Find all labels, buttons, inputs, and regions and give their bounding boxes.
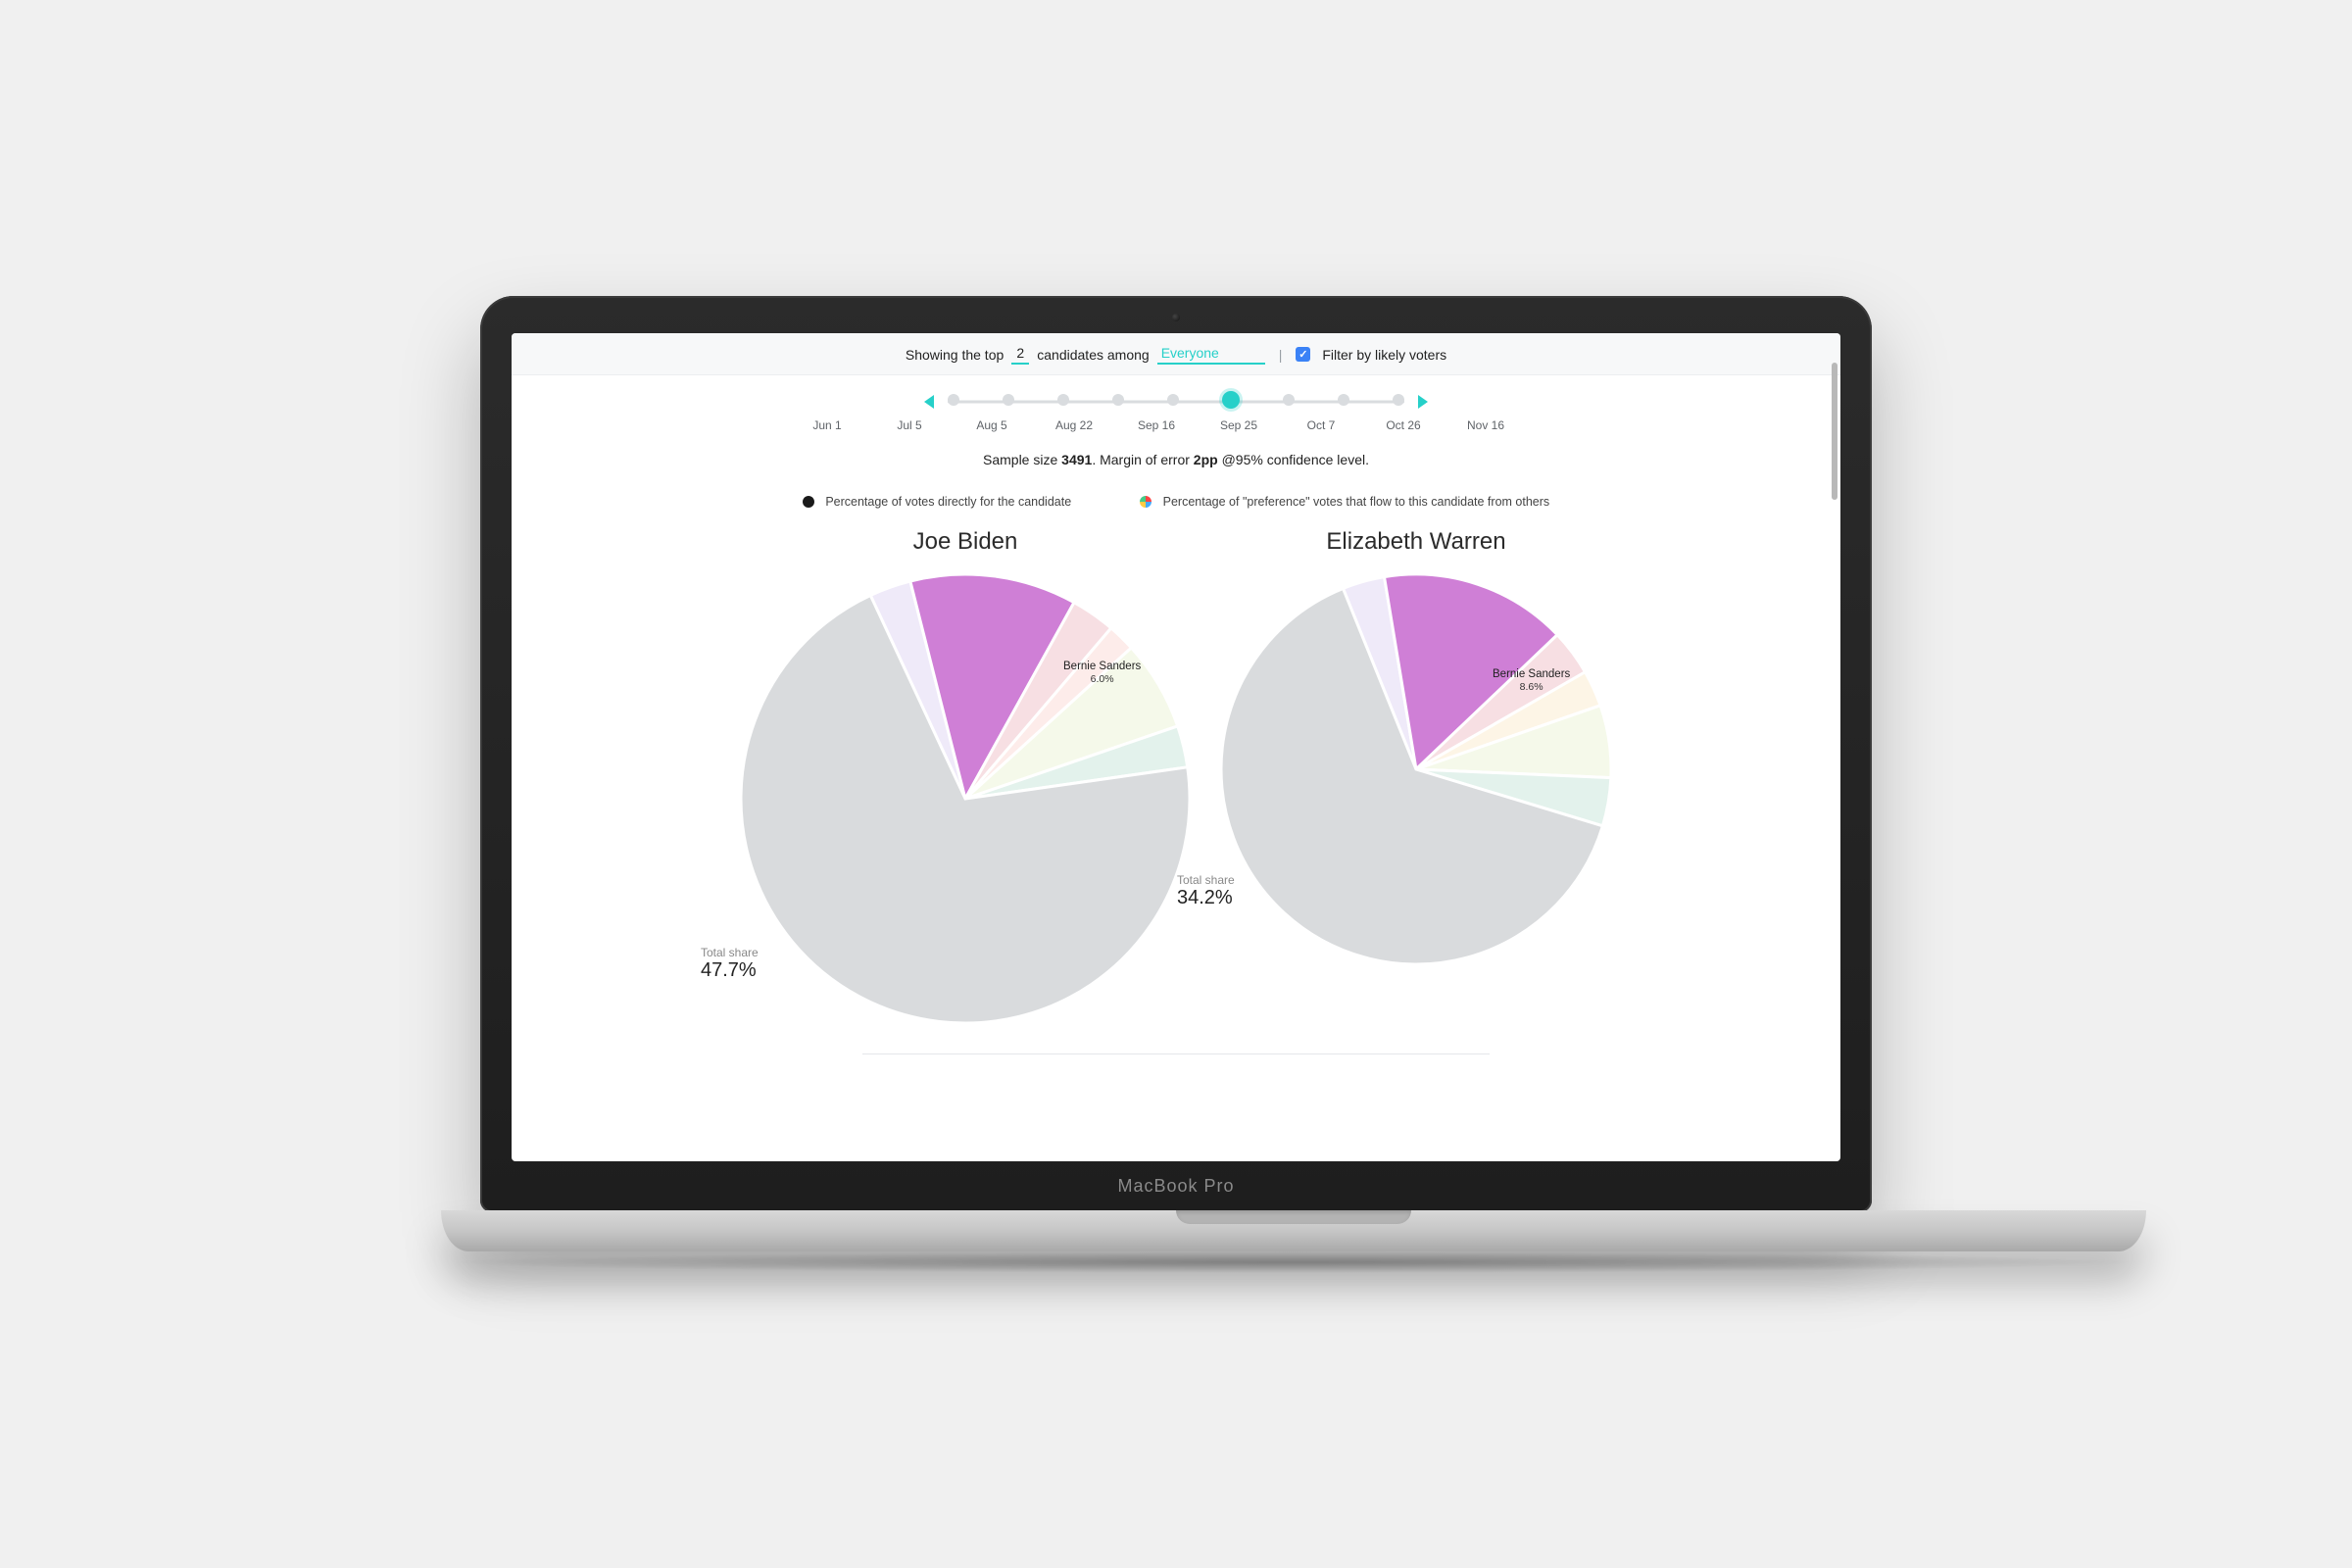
- laptop-base: [441, 1210, 2146, 1251]
- total-share-label: Total share34.2%: [1177, 873, 1235, 909]
- legend-preference-swatch: [1140, 496, 1152, 508]
- pie-wrap: Bernie Sanders8.6%Total share34.2%: [1220, 573, 1612, 965]
- sample-n: 3491: [1061, 452, 1092, 467]
- timeline-dot[interactable]: [1283, 394, 1295, 406]
- sample-moe: 2pp: [1194, 452, 1218, 467]
- legend-preference: Percentage of "preference" votes that fl…: [1140, 495, 1549, 509]
- pie-wrap: Bernie Sanders6.0%Total share47.7%: [740, 573, 1191, 1024]
- screen: Showing the top 2 candidates among Every…: [512, 333, 1840, 1161]
- timeline-dot[interactable]: [1003, 394, 1014, 406]
- total-share-caption: Total share: [701, 946, 759, 959]
- timeline-next-button[interactable]: [1418, 395, 1428, 409]
- timeline-dot[interactable]: [1167, 394, 1179, 406]
- likely-voters-label: Filter by likely voters: [1322, 347, 1446, 363]
- total-share-label: Total share47.7%: [701, 946, 759, 982]
- charts-row: Joe BidenBernie Sanders6.0%Total share47…: [512, 514, 1840, 1034]
- filter-text-prefix: Showing the top: [906, 347, 1004, 363]
- stage: MacBook Pro Showing the top 2 candidates…: [0, 0, 2352, 1568]
- laptop-bezel: MacBook Pro Showing the top 2 candidates…: [480, 296, 1872, 1212]
- slice-callout-pct: 6.0%: [1063, 673, 1141, 686]
- sample-info: Sample size 3491. Margin of error 2pp @9…: [512, 438, 1840, 475]
- chart-column: Elizabeth Warren Bernie Sanders8.6%Total …: [1220, 520, 1612, 1024]
- timeline: Jun 1 Jul 5 Aug 5 Aug 22 Sep 16 Sep 25 Oct 7 Oc…: [512, 375, 1840, 438]
- legend-direct-text: Percentage of votes directly for the can…: [825, 495, 1071, 509]
- laptop-shadow: [441, 1251, 2146, 1273]
- timeline-dot[interactable]: [1112, 394, 1124, 406]
- legend-direct-swatch: [803, 496, 814, 508]
- timeline-tick-label: Jun 1: [808, 418, 847, 432]
- likely-voters-checkbox[interactable]: ✓: [1296, 347, 1310, 362]
- top-n-input[interactable]: 2: [1011, 345, 1029, 365]
- timeline-dot[interactable]: [1338, 394, 1349, 406]
- legend: Percentage of votes directly for the can…: [512, 475, 1840, 514]
- timeline-tick-label: Aug 5: [972, 418, 1011, 432]
- total-share-caption: Total share: [1177, 873, 1235, 887]
- total-share-value: 47.7%: [701, 959, 759, 982]
- chart-title: Elizabeth Warren: [1326, 528, 1505, 556]
- timeline-tick-label: Aug 22: [1054, 418, 1094, 432]
- filter-bar: Showing the top 2 candidates among Every…: [512, 333, 1840, 375]
- timeline-dot[interactable]: [1222, 391, 1240, 409]
- filter-text-mid: candidates among: [1037, 347, 1149, 363]
- sample-suffix: @95% confidence level.: [1222, 452, 1369, 467]
- timeline-track[interactable]: [948, 395, 1404, 409]
- timeline-dot[interactable]: [1057, 394, 1069, 406]
- pie-chart: [740, 573, 1191, 1024]
- timeline-tick-label: Sep 16: [1137, 418, 1176, 432]
- timeline-tick-label: Oct 26: [1384, 418, 1423, 432]
- camera-dot: [1172, 314, 1180, 321]
- slice-callout-name: Bernie Sanders: [1493, 667, 1570, 681]
- sample-prefix: Sample size: [983, 452, 1057, 467]
- timeline-tick-label: Oct 7: [1301, 418, 1341, 432]
- slice-callout-name: Bernie Sanders: [1063, 660, 1141, 673]
- timeline-tick-label: Jul 5: [890, 418, 929, 432]
- timeline-prev-button[interactable]: [924, 395, 934, 409]
- chart-title: Joe Biden: [913, 528, 1018, 556]
- audience-dropdown[interactable]: Everyone: [1157, 345, 1265, 365]
- slice-callout: Bernie Sanders8.6%: [1493, 667, 1570, 695]
- device-label: MacBook Pro: [480, 1176, 1872, 1197]
- timeline-tick-label: Sep 25: [1219, 418, 1258, 432]
- scrollbar-thumb[interactable]: [1832, 363, 1838, 500]
- sample-mid: . Margin of error: [1092, 452, 1190, 467]
- total-share-value: 34.2%: [1177, 887, 1235, 909]
- trackpad-notch: [1176, 1210, 1411, 1224]
- timeline-dot[interactable]: [948, 394, 959, 406]
- timeline-tick-label: Nov 16: [1466, 418, 1505, 432]
- laptop-mockup: MacBook Pro Showing the top 2 candidates…: [441, 296, 1911, 1273]
- chart-column: Joe Biden Bernie Sanders6.0%Total share47…: [740, 520, 1191, 1024]
- timeline-dot[interactable]: [1393, 394, 1404, 406]
- timeline-row: [924, 395, 1428, 409]
- slice-callout: Bernie Sanders6.0%: [1063, 660, 1141, 687]
- timeline-labels: Jun 1Jul 5Aug 5Aug 22Sep 16Sep 25Oct 7Oc…: [827, 418, 1525, 432]
- pie-chart: [1220, 573, 1612, 965]
- legend-preference-text: Percentage of "preference" votes that fl…: [1163, 495, 1550, 509]
- slice-callout-pct: 8.6%: [1493, 681, 1570, 694]
- divider: |: [1273, 347, 1289, 363]
- legend-direct: Percentage of votes directly for the can…: [803, 495, 1071, 509]
